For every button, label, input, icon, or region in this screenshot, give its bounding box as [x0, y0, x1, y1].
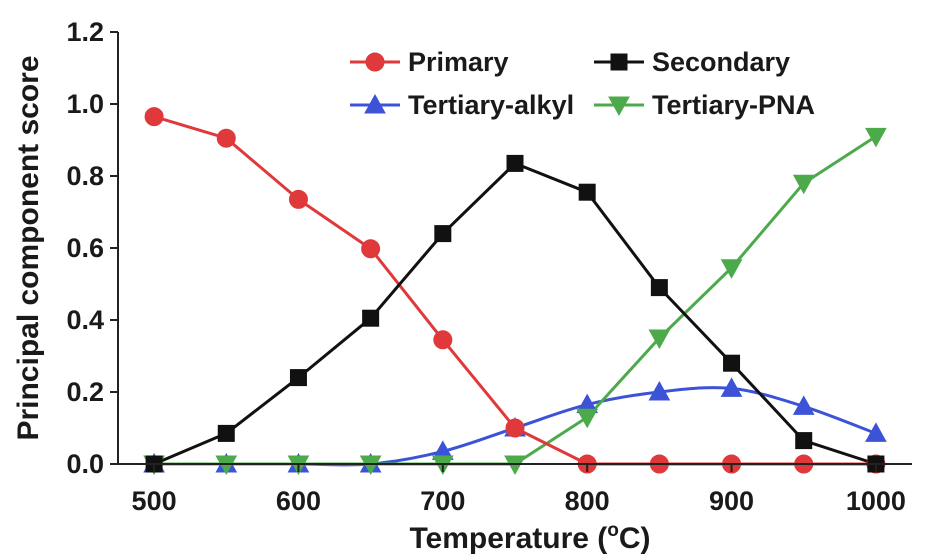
x-tick-label: 500	[132, 486, 177, 516]
x-axis-title: Temperature (oC)	[409, 520, 650, 555]
y-tick-label: 0.8	[66, 161, 104, 191]
x-tick-label: 900	[709, 486, 754, 516]
x-tick-label: 1000	[846, 486, 906, 516]
data-point-secondary	[434, 225, 452, 243]
y-tick-label: 0.6	[66, 233, 104, 263]
data-point-secondary	[217, 424, 235, 442]
legend-label-primary: Primary	[408, 47, 509, 77]
data-point-tertiary-pna	[720, 259, 743, 279]
legend-label-secondary: Secondary	[652, 47, 790, 77]
legend-marker-primary	[365, 52, 385, 72]
y-tick-label: 1.0	[66, 89, 104, 119]
y-tick-label: 1.2	[66, 17, 104, 47]
y-axis-title: Principal component score	[12, 55, 45, 440]
data-point-primary	[288, 189, 308, 209]
legend-label-tertiary-alkyl: Tertiary-alkyl	[408, 90, 574, 120]
data-point-primary	[216, 128, 236, 148]
legend-marker-tertiary-alkyl	[364, 93, 386, 114]
data-point-tertiary-alkyl	[648, 380, 671, 401]
data-point-secondary	[362, 309, 380, 327]
legend-marker-tertiary-pna	[608, 96, 630, 117]
data-point-secondary	[723, 354, 741, 372]
x-axis-title-superscript: o	[607, 520, 619, 541]
series-line-tertiary-pna	[154, 135, 877, 466]
data-point-tertiary-pna	[648, 329, 671, 350]
y-tick-label: 0.0	[66, 449, 104, 479]
data-point-primary	[144, 107, 164, 127]
data-point-tertiary-alkyl	[720, 377, 743, 397]
data-point-tertiary-alkyl	[865, 422, 887, 442]
data-point-tertiary-pna	[576, 408, 599, 429]
data-point-tertiary-pna	[865, 127, 887, 148]
legend-label-tertiary-pna: Tertiary-PNA	[652, 90, 815, 120]
x-tick-label: 600	[276, 486, 321, 516]
data-point-primary	[433, 330, 453, 350]
data-point-secondary	[289, 369, 307, 387]
axes: 0.0 0.2 0.4 0.6 0.8 1.0 1.2 500 600 700 800 900 1000	[66, 17, 912, 516]
plot-area	[143, 107, 887, 476]
data-point-secondary	[795, 432, 813, 450]
data-point-primary	[505, 418, 525, 438]
data-point-secondary	[650, 279, 668, 297]
data-point-secondary	[506, 154, 524, 172]
x-axis-title-end: C)	[619, 522, 651, 555]
data-point-secondary	[578, 183, 596, 201]
data-point-tertiary-pna	[792, 174, 815, 195]
data-point-primary	[361, 239, 381, 259]
legend: Primary Secondary Tertiary-alkyl Tertiary-P…	[350, 47, 815, 120]
x-tick-label: 700	[420, 486, 465, 516]
y-tick-label: 0.2	[66, 377, 104, 407]
legend-marker-secondary	[610, 53, 628, 71]
x-tick-label: 800	[565, 486, 610, 516]
y-tick-label: 0.4	[66, 305, 104, 335]
data-point-tertiary-alkyl	[792, 395, 815, 415]
x-axis-title-main: Temperature (	[409, 522, 607, 555]
